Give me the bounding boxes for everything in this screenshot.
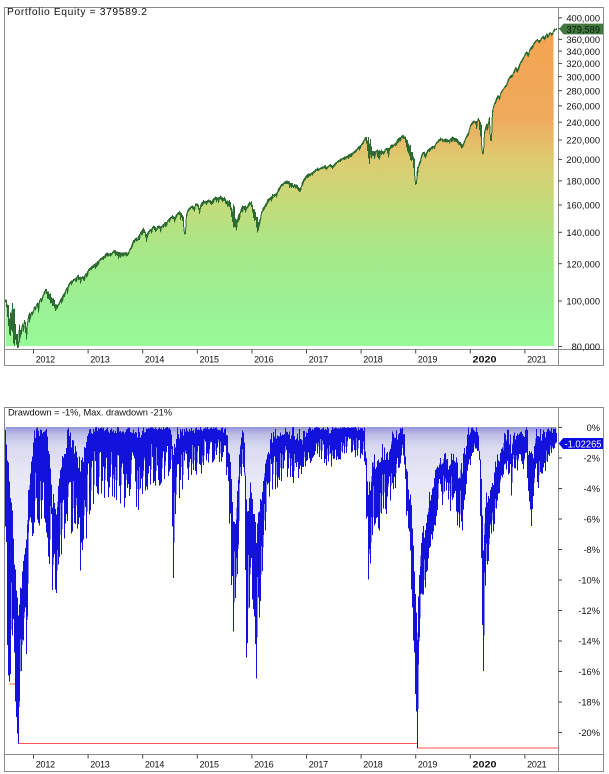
svg-text:140,000: 140,000 [566,228,600,238]
svg-text:2017: 2017 [309,355,329,365]
svg-text:2021: 2021 [527,760,547,770]
svg-text:379,589: 379,589 [567,25,601,36]
svg-text:2017: 2017 [309,760,329,770]
svg-text:2020: 2020 [473,760,497,771]
svg-text:2018: 2018 [363,760,383,770]
svg-text:180,000: 180,000 [566,177,600,187]
svg-text:-8%: -8% [583,545,600,555]
svg-text:-12%: -12% [578,606,600,616]
svg-text:2015: 2015 [200,355,220,365]
svg-text:240,000: 240,000 [566,118,600,128]
svg-text:2018: 2018 [363,355,383,365]
svg-text:-1.02265: -1.02265 [565,439,603,450]
svg-text:2012: 2012 [36,760,56,770]
svg-text:2015: 2015 [200,760,220,770]
svg-text:2014: 2014 [145,760,165,770]
svg-text:2020: 2020 [473,355,497,366]
svg-text:280,000: 280,000 [566,86,600,96]
svg-text:300,000: 300,000 [566,72,600,82]
svg-text:200,000: 200,000 [566,155,600,165]
svg-text:2014: 2014 [145,355,165,365]
svg-text:320,000: 320,000 [566,59,600,69]
svg-text:2016: 2016 [254,760,274,770]
svg-text:Drawdown = -1%, Max. drawdown: Drawdown = -1%, Max. drawdown -21% [8,408,172,418]
svg-text:-2%: -2% [583,454,600,464]
svg-text:340,000: 340,000 [566,47,600,57]
svg-text:2019: 2019 [418,760,438,770]
svg-text:-14%: -14% [578,637,600,647]
svg-text:400,000: 400,000 [566,14,600,24]
svg-text:2012: 2012 [36,355,56,365]
svg-text:2013: 2013 [90,355,110,365]
svg-text:120,000: 120,000 [566,259,600,269]
svg-text:-10%: -10% [578,576,600,586]
svg-text:2019: 2019 [418,355,438,365]
svg-text:260,000: 260,000 [566,102,600,112]
svg-text:220,000: 220,000 [566,136,600,146]
svg-text:80,000: 80,000 [572,342,600,352]
svg-text:360,000: 360,000 [566,35,600,45]
svg-text:-20%: -20% [578,728,600,738]
svg-text:100,000: 100,000 [566,297,600,307]
svg-text:2013: 2013 [90,760,110,770]
svg-text:-18%: -18% [578,698,600,708]
svg-text:Portfolio Equity = 379589.2: Portfolio Equity = 379589.2 [7,7,147,18]
svg-text:2016: 2016 [254,355,274,365]
svg-text:0%: 0% [587,423,600,433]
svg-text:-6%: -6% [583,515,600,525]
svg-text:-4%: -4% [583,484,600,494]
svg-text:-16%: -16% [578,667,600,677]
svg-text:160,000: 160,000 [566,201,600,211]
svg-text:2021: 2021 [527,355,547,365]
